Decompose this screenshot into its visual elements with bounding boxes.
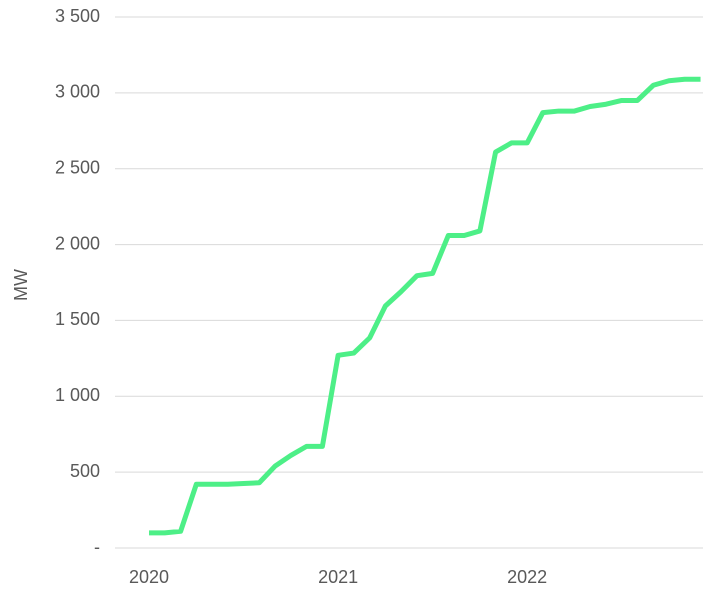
x-tick-label: 2021 (318, 567, 358, 587)
y-tick-label: 3 000 (55, 82, 100, 102)
y-tick-label: 3 500 (55, 6, 100, 26)
data-line (149, 76, 701, 536)
y-tick-label: 2 000 (55, 233, 100, 253)
y-tick-label: - (94, 537, 100, 557)
y-tick-label: 1 500 (55, 309, 100, 329)
y-tick-label: 500 (70, 461, 100, 481)
y-tick-label: 1 000 (55, 385, 100, 405)
y-tick-label: 2 500 (55, 157, 100, 177)
y-axis-label: MW (11, 269, 31, 301)
x-tick-label: 2020 (129, 567, 169, 587)
x-tick-label: 2022 (507, 567, 547, 587)
